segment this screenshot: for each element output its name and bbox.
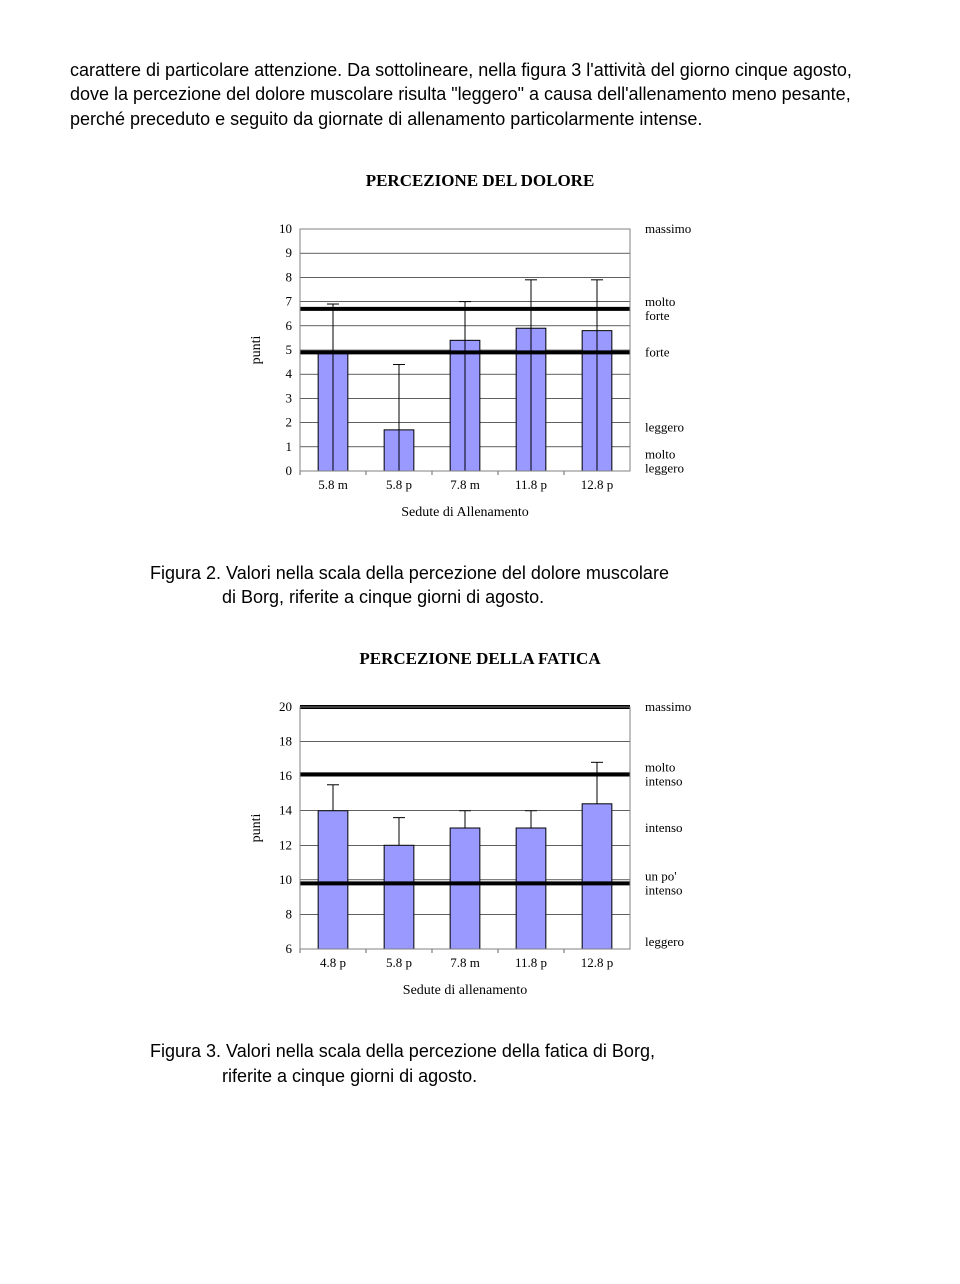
chart2-title: PERCEZIONE DELLA FATICA <box>359 649 600 669</box>
svg-text:6: 6 <box>286 941 293 956</box>
figure3-caption-line1: Figura 3. Valori nella scala della perce… <box>150 1041 655 1061</box>
svg-text:6: 6 <box>286 318 293 333</box>
svg-text:Sedute di Allenamento: Sedute di Allenamento <box>401 505 529 520</box>
svg-text:4: 4 <box>286 366 293 381</box>
svg-text:8: 8 <box>286 269 293 284</box>
svg-text:7.8 m: 7.8 m <box>450 477 480 492</box>
svg-text:massimo: massimo <box>645 699 691 714</box>
svg-text:12.8 p: 12.8 p <box>581 477 614 492</box>
svg-text:molto: molto <box>645 446 675 461</box>
svg-text:punti: punti <box>249 335 264 364</box>
svg-text:7.8 m: 7.8 m <box>450 955 480 970</box>
svg-text:12.8 p: 12.8 p <box>581 955 614 970</box>
figure2-caption: Figura 2. Valori nella scala della perce… <box>150 561 890 610</box>
svg-text:forte: forte <box>645 344 670 359</box>
svg-text:11.8 p: 11.8 p <box>515 477 547 492</box>
figure3-caption-line2: riferite a cinque giorni di agosto. <box>222 1064 890 1088</box>
figure2-caption-line1: Figura 2. Valori nella scala della perce… <box>150 563 669 583</box>
svg-text:leggero: leggero <box>645 935 684 950</box>
svg-text:16: 16 <box>279 769 293 784</box>
svg-text:3: 3 <box>286 390 293 405</box>
svg-text:18: 18 <box>279 734 292 749</box>
svg-text:20: 20 <box>279 699 292 714</box>
chart1-title: PERCEZIONE DEL DOLORE <box>366 171 595 191</box>
svg-text:9: 9 <box>286 245 293 260</box>
svg-text:Sedute di allenamento: Sedute di allenamento <box>403 983 527 998</box>
svg-text:intenso: intenso <box>645 774 683 789</box>
svg-text:4.8 p: 4.8 p <box>320 955 346 970</box>
figure2-caption-line2: di Borg, riferite a cinque giorni di ago… <box>222 585 890 609</box>
svg-text:1: 1 <box>286 439 293 454</box>
svg-text:12: 12 <box>279 838 292 853</box>
svg-text:5: 5 <box>286 342 293 357</box>
svg-text:molto: molto <box>645 294 675 309</box>
svg-text:14: 14 <box>279 803 293 818</box>
svg-text:intenso: intenso <box>645 820 683 835</box>
svg-text:8: 8 <box>286 907 293 922</box>
chart1: 0 1 2 3 4 5 6 7 8 9 10 5.8 m 5.8 p 7.8 m 11.8 p 12.8 p m… <box>220 211 740 541</box>
svg-text:0: 0 <box>286 463 293 478</box>
svg-text:intenso: intenso <box>645 883 683 898</box>
svg-text:un po': un po' <box>645 869 677 884</box>
svg-text:7: 7 <box>286 293 293 308</box>
svg-text:leggero: leggero <box>645 419 684 434</box>
svg-text:5.8 p: 5.8 p <box>386 955 412 970</box>
svg-text:10: 10 <box>279 221 292 236</box>
figure3-caption: Figura 3. Valori nella scala della perce… <box>150 1039 890 1088</box>
svg-text:punti: punti <box>249 814 264 843</box>
svg-text:leggero: leggero <box>645 460 684 475</box>
svg-text:5.8 m: 5.8 m <box>318 477 348 492</box>
svg-text:massimo: massimo <box>645 221 691 236</box>
chart2: 6 8 10 12 14 16 18 20 4.8 p 5.8 p 7.8 m 11.8 p 12.8 … <box>220 689 740 1019</box>
intro-paragraph: carattere di particolare attenzione. Da … <box>70 58 890 131</box>
svg-text:molto: molto <box>645 760 675 775</box>
svg-text:5.8 p: 5.8 p <box>386 477 412 492</box>
svg-text:forte: forte <box>645 308 670 323</box>
svg-text:11.8 p: 11.8 p <box>515 955 547 970</box>
svg-text:2: 2 <box>286 414 293 429</box>
svg-text:10: 10 <box>279 872 292 887</box>
